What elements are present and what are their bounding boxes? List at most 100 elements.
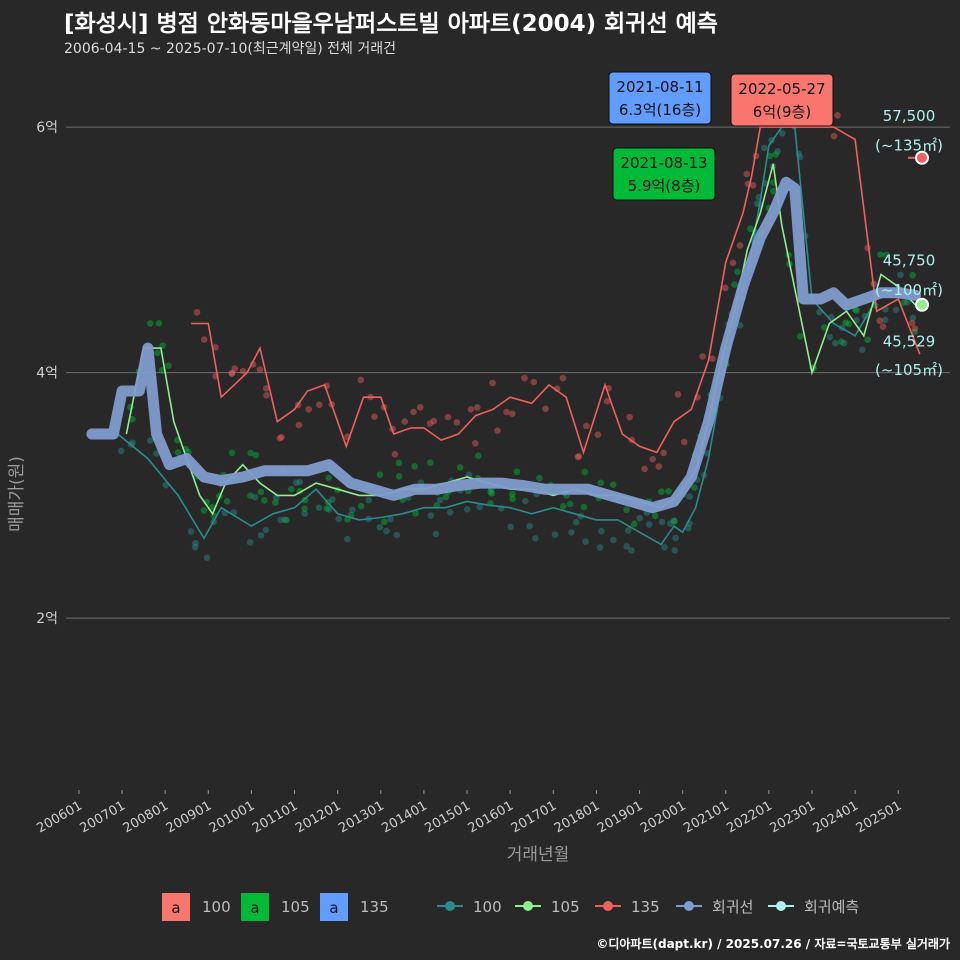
scatter-point xyxy=(165,362,172,370)
scatter-point xyxy=(247,449,254,457)
scatter-point xyxy=(507,523,514,531)
scatter-point xyxy=(551,531,559,538)
annotation-text: 6.3억(16층) xyxy=(619,101,701,119)
scatter-point xyxy=(365,496,372,504)
scatter-point xyxy=(442,493,450,501)
legend-fill-label: 135 xyxy=(360,898,389,916)
scatter-point xyxy=(909,314,917,322)
scatter-point xyxy=(228,449,236,457)
scatter-point xyxy=(444,413,452,421)
legend-fill-label: 100 xyxy=(202,898,231,916)
scatter-point xyxy=(212,343,219,351)
scatter-point xyxy=(830,132,838,140)
x-tick-label: 201901 xyxy=(595,798,645,836)
legend-line-dot xyxy=(445,901,455,911)
scatter-point xyxy=(680,438,688,446)
scatter-point xyxy=(155,320,163,327)
end-label-area: (~105㎡) xyxy=(875,361,943,379)
scatter-point xyxy=(476,503,483,511)
scatter-point xyxy=(223,498,231,505)
scatter-point xyxy=(624,527,632,534)
scatter-point xyxy=(432,530,440,538)
scatter-point xyxy=(262,526,270,534)
scatter-point xyxy=(877,251,884,258)
scatter-point xyxy=(796,333,804,340)
end-label-area: (~100㎡) xyxy=(875,281,943,299)
scatter-point xyxy=(721,284,729,292)
scatter-point xyxy=(596,544,604,551)
scatter-point xyxy=(427,512,435,519)
scatter-point xyxy=(826,333,834,341)
scatter-point xyxy=(660,449,667,457)
scatter-point xyxy=(530,378,538,386)
scatter-point xyxy=(257,532,265,539)
scatter-point xyxy=(487,488,494,496)
annotation-box xyxy=(608,71,712,125)
scatter-point xyxy=(532,535,539,542)
scatter-point xyxy=(883,251,890,259)
annotation-text: 5.9억(8층) xyxy=(628,177,701,195)
scatter-point xyxy=(239,367,247,375)
scatter-point xyxy=(475,452,482,460)
scatter-point xyxy=(598,527,605,535)
scatter-point xyxy=(335,515,342,523)
scatter-point xyxy=(521,374,528,382)
scatter-point xyxy=(325,474,333,482)
scatter-point xyxy=(494,427,501,434)
scatter-point xyxy=(301,505,308,512)
scatter-point xyxy=(252,451,260,459)
scatter-point xyxy=(840,339,848,347)
end-label-value: 45,529 xyxy=(883,333,936,351)
legend-line-label: 회귀예측 xyxy=(804,898,859,916)
scatter-point xyxy=(200,507,208,514)
scatter-point xyxy=(247,492,254,499)
y-axis-label: 매매가(원) xyxy=(7,456,27,532)
scatter-point xyxy=(526,522,533,530)
scatter-point xyxy=(208,503,216,511)
scatter-point xyxy=(193,308,201,316)
scatter-point xyxy=(674,391,682,398)
scatter-point xyxy=(881,316,889,324)
scatter-point xyxy=(453,419,461,426)
scatter-point xyxy=(426,420,434,427)
scatter-point xyxy=(376,471,384,479)
scatter-point xyxy=(228,370,236,377)
scatter-point xyxy=(192,539,199,547)
legend-fill-key xyxy=(320,893,348,921)
scatter-point xyxy=(228,369,236,377)
scatter-point xyxy=(410,408,417,416)
x-tick-label: 202201 xyxy=(724,798,774,836)
scatter-point xyxy=(623,506,630,514)
scatter-point xyxy=(251,493,259,501)
scatter-point xyxy=(685,524,692,532)
x-tick-label: 201001 xyxy=(207,798,257,836)
x-tick-label: 201801 xyxy=(552,798,602,836)
scatter-point xyxy=(760,144,768,152)
scatter-point xyxy=(911,325,919,332)
legend-line-dot xyxy=(684,901,694,911)
x-tick-label: 201501 xyxy=(423,798,473,836)
forecast-point-105 xyxy=(914,297,929,312)
legend-fill-key xyxy=(241,893,269,921)
x-tick-label: 200901 xyxy=(164,798,214,836)
scatter-point xyxy=(325,506,333,513)
scatter-point xyxy=(911,328,918,336)
regression-line xyxy=(86,176,921,514)
scatter-point xyxy=(904,298,911,306)
x-axis-label: 거래년월 xyxy=(507,845,570,865)
scatter-point xyxy=(231,365,239,372)
scatter-point xyxy=(892,306,900,314)
scatter-point xyxy=(305,406,312,413)
scatter-point xyxy=(474,404,481,411)
scatter-point xyxy=(845,320,853,328)
scatter-point xyxy=(256,366,264,373)
scatter-point xyxy=(412,510,419,517)
scatter-point xyxy=(566,500,574,508)
scatter-point xyxy=(594,431,602,438)
scatter-point xyxy=(191,543,199,551)
scatter-point xyxy=(572,518,580,526)
scatter-point xyxy=(559,374,567,382)
x-tick-label: 201701 xyxy=(509,798,559,836)
scatter-point xyxy=(522,497,529,505)
